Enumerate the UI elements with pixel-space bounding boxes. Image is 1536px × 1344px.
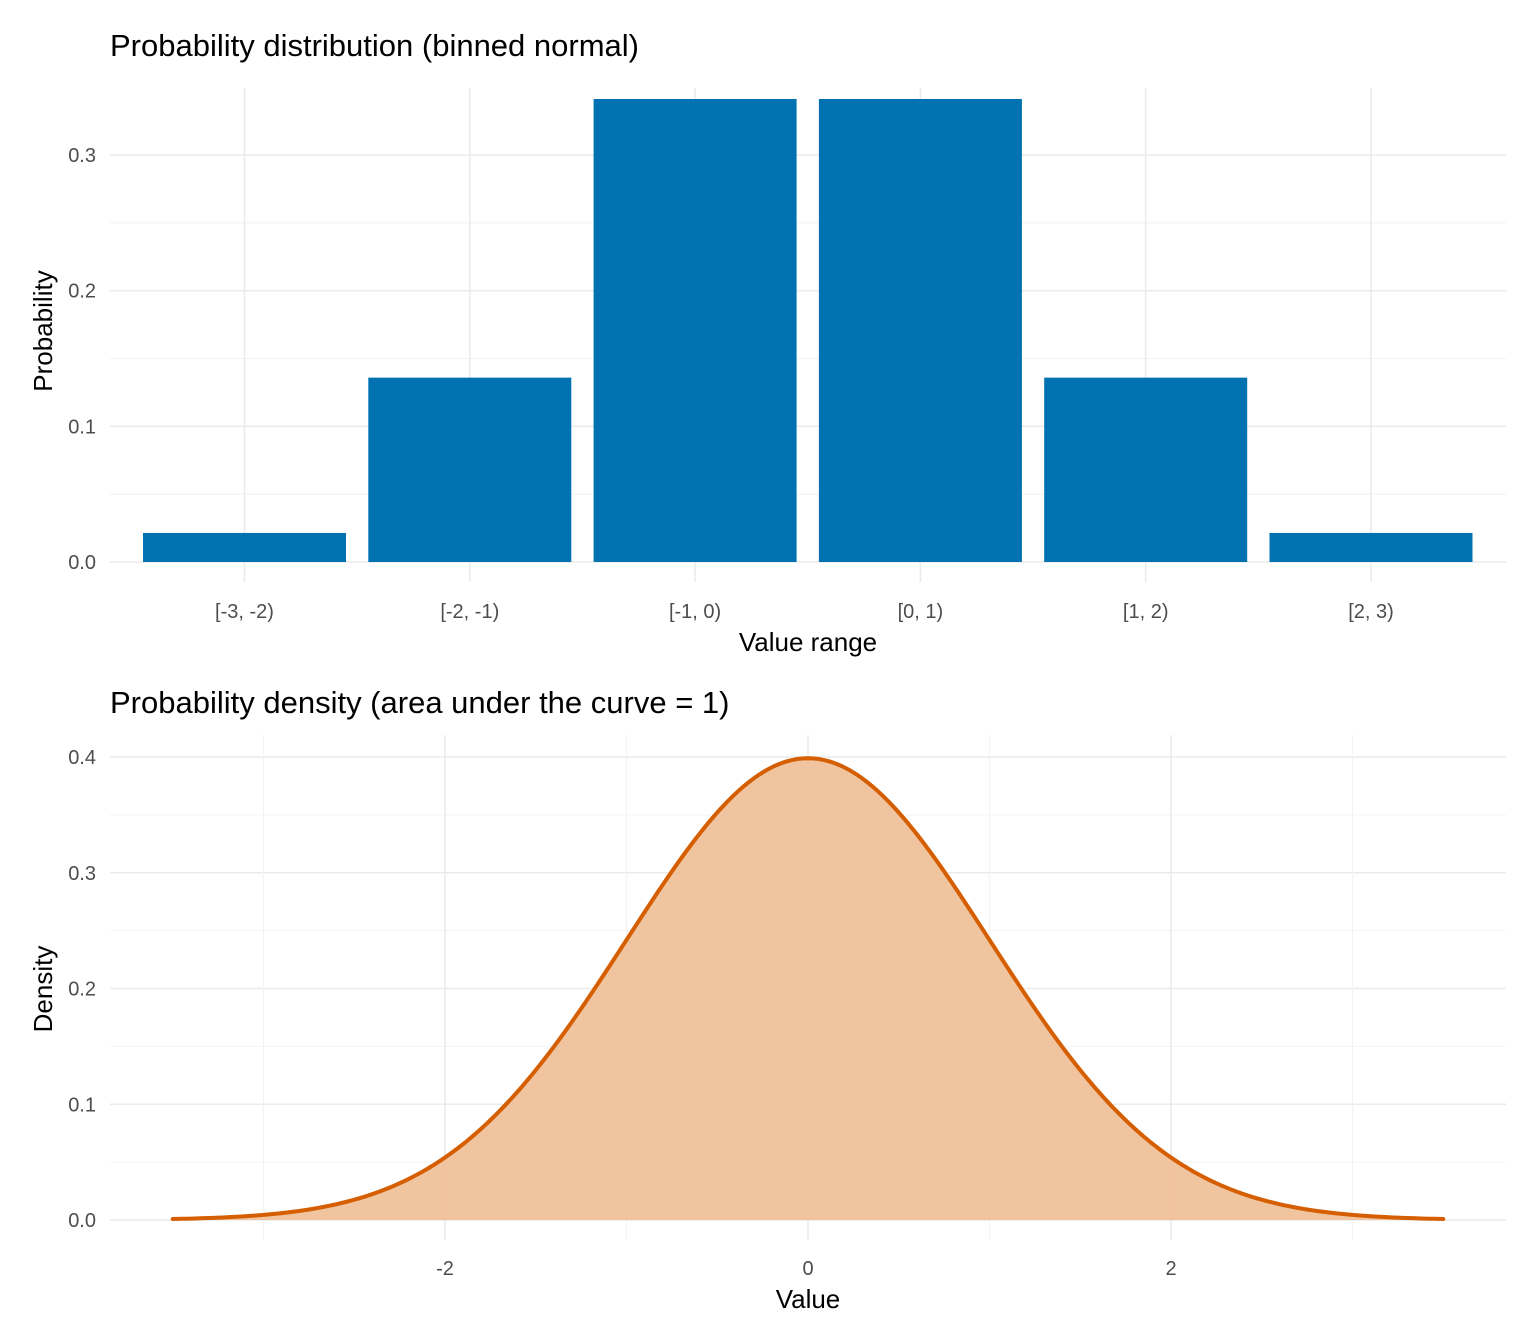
density-chart-y-tick-label: 0.4 (68, 747, 96, 769)
bar-chart-x-ticks: [-3, -2) [-2, -1) [-1, 0) [0, 1) [1, 2) [2, 3… (215, 601, 1394, 623)
density-chart-panel: Probability density (area under the curv… (28, 685, 1506, 1314)
density-chart-y-tick-label: 0.3 (68, 863, 96, 885)
density-chart-x-tick-label: 2 (1165, 1258, 1176, 1280)
bar-chart-y-tick-label: 0.2 (68, 281, 96, 303)
density-chart-x-axis-title: Value (776, 1284, 841, 1314)
density-chart-y-tick-label: 0.2 (68, 979, 96, 1001)
bar (593, 99, 797, 562)
density-chart-y-tick-label: 0.0 (68, 1210, 96, 1232)
bar-chart-y-axis-title: Probability (28, 270, 58, 391)
bar-chart-y-tick-label: 0.1 (68, 416, 96, 438)
bar (818, 99, 1022, 562)
bar-chart-x-tick-label: [0, 1) (898, 601, 944, 623)
density-curve (170, 756, 1446, 1221)
bar-chart-y-tick-label: 0.0 (68, 552, 96, 574)
bar (1269, 532, 1473, 562)
bar-chart-x-tick-label: [2, 3) (1348, 601, 1394, 623)
density-chart-y-tick-label: 0.1 (68, 1094, 96, 1116)
bar (368, 377, 572, 562)
density-chart-x-tick-label: 0 (802, 1258, 813, 1280)
bar-chart-panel: Probability distribution (binned normal)… (28, 28, 1506, 657)
density-chart-x-tick-label: -2 (436, 1258, 454, 1280)
density-chart-y-axis-title: Density (28, 946, 58, 1033)
bar (1044, 377, 1248, 562)
density-area (172, 758, 1444, 1220)
density-chart-title: Probability density (area under the curv… (110, 685, 729, 720)
bar-chart-x-tick-label: [-3, -2) (215, 601, 274, 623)
density-chart-y-ticks: 0.0 0.1 0.2 0.3 0.4 (68, 747, 96, 1232)
bar-chart-bars (143, 99, 1473, 562)
bar-chart-y-tick-label: 0.3 (68, 145, 96, 167)
bar-chart-x-tick-label: [-2, -1) (440, 601, 499, 623)
bar-chart-x-axis-title: Value range (739, 627, 877, 657)
density-chart-x-ticks: -2 0 2 (436, 1258, 1176, 1280)
bar-chart-x-tick-label: [1, 2) (1123, 601, 1169, 623)
bar-chart-grid (110, 88, 1506, 582)
bar-chart-x-tick-label: [-1, 0) (669, 601, 721, 623)
bar-chart-y-ticks: 0.0 0.1 0.2 0.3 (68, 145, 96, 574)
bar (143, 532, 346, 562)
bar-chart-title: Probability distribution (binned normal) (110, 28, 639, 63)
